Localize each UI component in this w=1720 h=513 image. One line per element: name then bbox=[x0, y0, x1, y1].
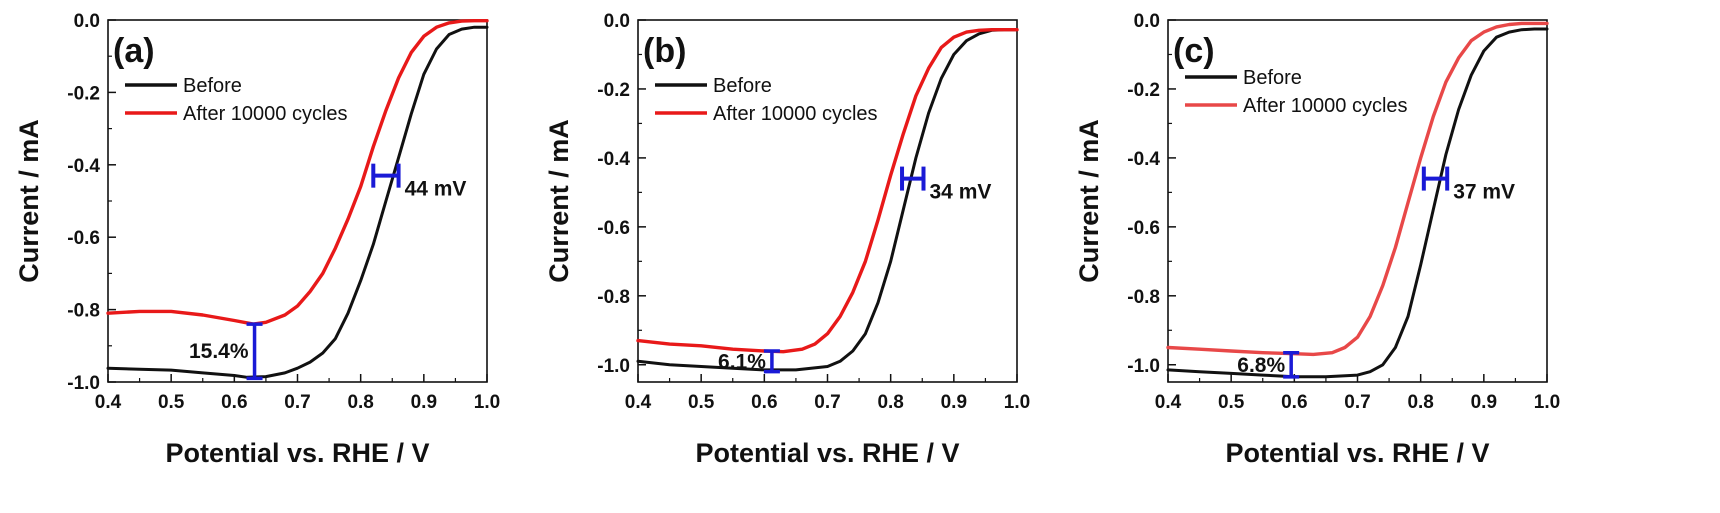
legend-entry: After 10000 cycles bbox=[1243, 95, 1408, 117]
x-tick-label: 0.9 bbox=[411, 392, 437, 413]
y-tick-label: -0.6 bbox=[67, 228, 100, 249]
x-tick-label: 0.5 bbox=[688, 392, 715, 413]
y-tick-label: 0.0 bbox=[74, 11, 100, 32]
legend-entry: Before bbox=[1243, 67, 1302, 89]
shift-label: 34 mV bbox=[930, 181, 992, 204]
x-tick-label: 1.0 bbox=[474, 392, 500, 413]
x-tick-label: 0.9 bbox=[941, 392, 967, 413]
x-tick-label: 0.4 bbox=[625, 392, 652, 413]
x-tick-label: 0.5 bbox=[1218, 392, 1245, 413]
y-axis-title: Current / mA bbox=[14, 119, 44, 283]
y-tick-label: -1.0 bbox=[1127, 356, 1160, 377]
legend-entry: After 10000 cycles bbox=[713, 103, 878, 125]
y-tick-label: -0.2 bbox=[1127, 80, 1160, 101]
chart-panel-2: 0.4 0.5 0.6 0.7 0.8 0.9 1.0 0.0 -0.2 -0.4 -0.6 -0.8… bbox=[1074, 11, 1560, 468]
x-tick-label: 0.8 bbox=[1407, 392, 1433, 413]
drop-label: 6.8% bbox=[1237, 354, 1285, 377]
y-tick-label: -0.4 bbox=[597, 149, 630, 170]
y-axis-title: Current / mA bbox=[1074, 119, 1104, 283]
chart-panel-1: 0.4 0.5 0.6 0.7 0.8 0.9 1.0 0.0 -0.2 -0.4 -0.6 -0.8… bbox=[544, 11, 1030, 468]
series-line-before bbox=[1166, 27, 1549, 379]
x-tick-label: 0.5 bbox=[158, 392, 185, 413]
y-tick-label: -0.2 bbox=[597, 80, 630, 101]
x-tick-label: 0.8 bbox=[347, 392, 373, 413]
x-tick-label: 1.0 bbox=[1534, 392, 1560, 413]
x-tick-label: 0.6 bbox=[221, 392, 247, 413]
series-line-before bbox=[106, 25, 489, 379]
drop-label: 15.4% bbox=[189, 340, 249, 363]
legend-entry: After 10000 cycles bbox=[183, 103, 348, 125]
y-tick-label: -0.8 bbox=[597, 287, 630, 308]
panel-label: (a) bbox=[113, 32, 155, 70]
chart-panel-0: 0.4 0.5 0.6 0.7 0.8 0.9 1.0 0.0 -0.2 -0.4 -0.6 -0.8… bbox=[14, 11, 500, 468]
x-tick-label: 0.7 bbox=[1344, 392, 1370, 413]
x-tick-label: 0.8 bbox=[877, 392, 903, 413]
y-tick-label: 0.0 bbox=[1134, 11, 1160, 32]
panel-label: (c) bbox=[1173, 32, 1215, 70]
x-axis-title: Potential vs. RHE / V bbox=[1225, 438, 1489, 468]
y-tick-label: -0.6 bbox=[1127, 218, 1160, 239]
y-tick-label: 0.0 bbox=[604, 11, 630, 32]
shift-label: 37 mV bbox=[1453, 181, 1515, 204]
x-tick-label: 0.4 bbox=[1155, 392, 1182, 413]
x-tick-label: 0.4 bbox=[95, 392, 122, 413]
y-tick-label: -0.2 bbox=[67, 83, 100, 104]
y-tick-label: -0.8 bbox=[1127, 287, 1160, 308]
y-tick-label: -0.6 bbox=[597, 218, 630, 239]
y-tick-label: -0.4 bbox=[1127, 149, 1160, 170]
series-line-before bbox=[636, 28, 1019, 372]
x-axis-title: Potential vs. RHE / V bbox=[695, 438, 959, 468]
x-tick-label: 0.6 bbox=[751, 392, 777, 413]
y-tick-label: -1.0 bbox=[67, 373, 100, 394]
legend-entry: Before bbox=[713, 75, 772, 97]
x-tick-label: 0.7 bbox=[814, 392, 840, 413]
plot-frame bbox=[107, 19, 488, 383]
x-tick-label: 0.9 bbox=[1471, 392, 1497, 413]
series-line-after bbox=[106, 19, 489, 326]
x-tick-label: 0.6 bbox=[1281, 392, 1307, 413]
x-axis-title: Potential vs. RHE / V bbox=[165, 438, 429, 468]
y-tick-label: -0.8 bbox=[67, 301, 100, 322]
shift-label: 44 mV bbox=[405, 178, 467, 201]
panel-label: (b) bbox=[643, 32, 686, 70]
y-tick-label: -1.0 bbox=[597, 356, 630, 377]
drop-label: 6.1% bbox=[718, 350, 766, 373]
x-tick-label: 0.7 bbox=[284, 392, 310, 413]
legend-entry: Before bbox=[183, 75, 242, 97]
y-axis-title: Current / mA bbox=[544, 119, 574, 283]
y-tick-label: -0.4 bbox=[67, 156, 100, 177]
x-tick-label: 1.0 bbox=[1004, 392, 1030, 413]
series-line-after bbox=[636, 28, 1019, 354]
